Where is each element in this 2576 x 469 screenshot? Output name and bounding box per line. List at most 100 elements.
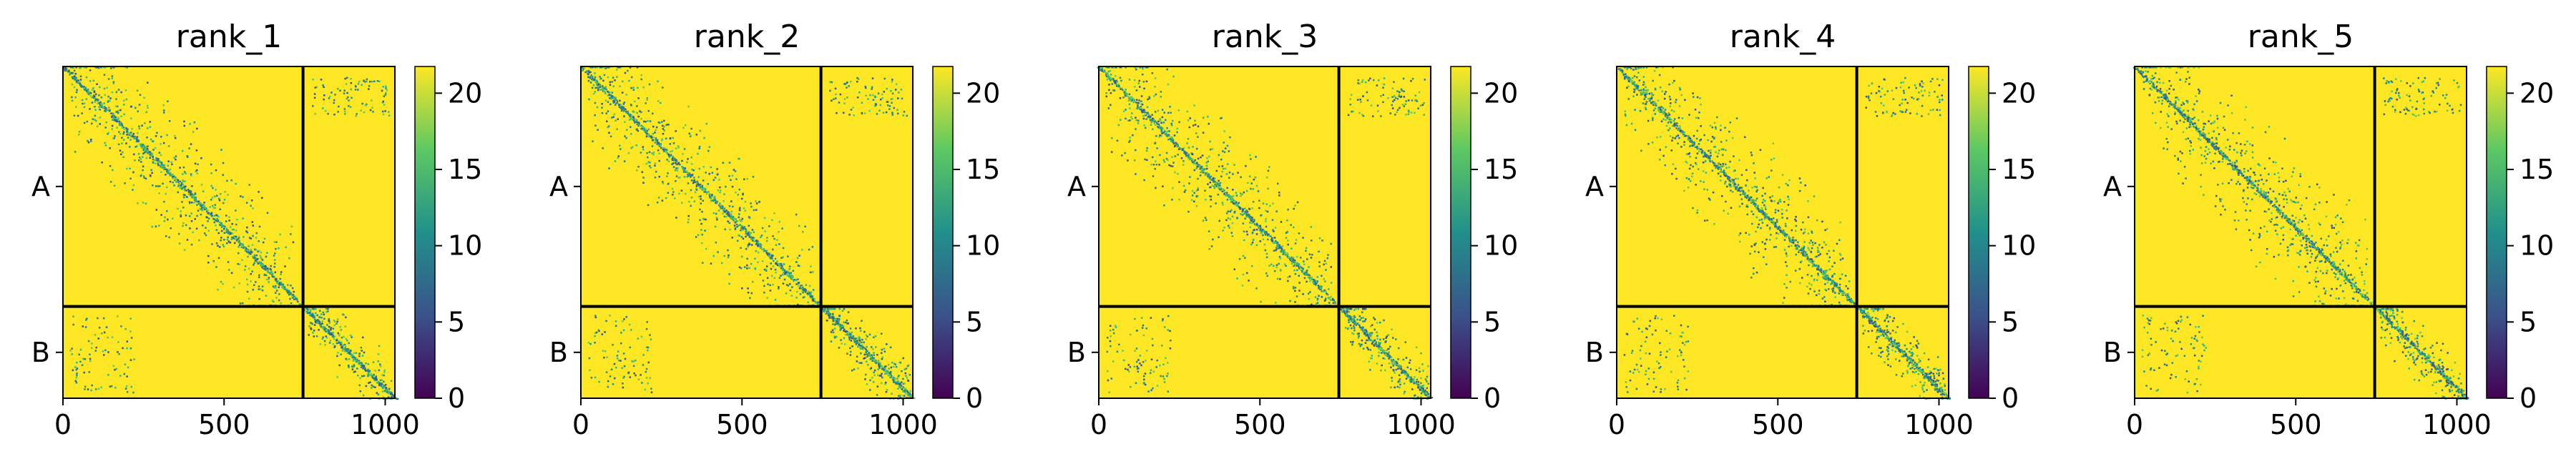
contact-cell xyxy=(641,127,643,130)
contact-cell xyxy=(1202,172,1204,174)
contact-cell xyxy=(662,119,665,122)
contact-cell xyxy=(103,354,105,356)
contact-cell xyxy=(1270,239,1273,241)
contact-cell xyxy=(159,185,161,187)
contact-cell xyxy=(354,89,357,91)
contact-cell xyxy=(770,256,773,259)
contact-cell xyxy=(152,158,155,161)
contact-cell xyxy=(833,335,836,338)
contact-cell xyxy=(780,265,783,267)
contact-cell xyxy=(876,113,878,115)
contact-cell xyxy=(598,86,600,88)
contact-cell xyxy=(383,380,385,383)
contact-cell xyxy=(639,110,641,112)
contact-cell xyxy=(172,217,174,219)
contact-cell xyxy=(71,71,73,74)
contact-cell xyxy=(785,271,788,274)
contact-cell xyxy=(860,345,862,347)
contact-cell xyxy=(682,153,684,155)
contact-cell xyxy=(655,126,658,129)
contact-cell xyxy=(189,227,191,229)
contact-cell xyxy=(215,218,217,221)
contact-cell xyxy=(182,187,185,189)
contact-cell xyxy=(631,360,633,362)
contact-cell xyxy=(869,379,871,382)
contact-cell xyxy=(691,173,694,176)
contact-cell xyxy=(891,376,893,378)
contact-cell xyxy=(1230,199,1232,201)
contact-cell xyxy=(268,269,270,271)
contact-cell xyxy=(1291,261,1293,263)
contact-cell xyxy=(336,322,338,325)
contact-cell xyxy=(878,365,881,367)
contact-cell xyxy=(858,342,860,345)
contact-cell xyxy=(312,313,314,315)
contact-cell xyxy=(622,103,625,105)
contact-cell xyxy=(382,85,384,88)
contact-cell xyxy=(353,352,356,355)
contact-cell xyxy=(609,315,611,317)
contact-cell xyxy=(117,341,119,343)
contact-cell xyxy=(753,237,755,240)
contact-cell xyxy=(333,320,336,322)
contact-cell xyxy=(123,129,125,131)
contact-cell xyxy=(368,88,370,90)
contact-cell xyxy=(280,283,283,286)
contact-cell xyxy=(754,267,756,270)
contact-cell xyxy=(778,265,780,267)
contact-cell xyxy=(748,267,750,270)
contact-cell xyxy=(826,320,828,322)
contact-cell xyxy=(768,255,770,257)
contact-cell xyxy=(635,169,638,172)
contact-cell xyxy=(1164,133,1166,136)
contact-cell xyxy=(885,111,888,114)
contact-cell xyxy=(376,378,378,380)
contact-cell xyxy=(846,97,848,99)
contact-cell xyxy=(765,240,768,242)
contact-cell xyxy=(208,213,210,215)
contact-cell xyxy=(860,352,862,355)
contact-cell xyxy=(898,92,900,94)
contact-cell xyxy=(690,175,692,177)
contact-cell xyxy=(810,291,813,294)
contact-cell xyxy=(265,295,268,297)
contact-cell xyxy=(111,112,113,114)
contact-cell xyxy=(315,86,318,89)
contact-cell xyxy=(649,334,651,336)
contact-cell xyxy=(768,254,770,257)
contact-cell xyxy=(388,111,390,113)
contact-cell xyxy=(592,140,594,142)
contact-cell xyxy=(345,337,348,340)
contact-cell xyxy=(838,322,840,325)
contact-cell xyxy=(260,251,263,254)
contact-cell xyxy=(629,115,631,117)
contact-cell xyxy=(169,173,171,175)
contact-cell xyxy=(323,94,325,97)
contact-cell xyxy=(629,66,632,69)
contact-cell xyxy=(321,322,323,325)
contact-cell xyxy=(889,372,892,375)
contact-cell xyxy=(604,67,607,69)
contact-cell xyxy=(593,79,595,82)
contact-cell xyxy=(269,267,272,270)
contact-cell xyxy=(114,135,116,137)
contact-cell xyxy=(1253,219,1255,222)
contact-cell xyxy=(613,362,616,365)
contact-cell xyxy=(151,152,153,154)
contact-cell xyxy=(280,271,283,273)
contact-cell xyxy=(338,341,341,344)
contact-cell xyxy=(704,191,707,193)
contact-cell xyxy=(908,395,910,397)
contact-cell xyxy=(123,372,126,375)
contact-cell xyxy=(1398,364,1400,366)
contact-cell xyxy=(723,209,725,212)
contact-cell xyxy=(129,317,132,320)
contact-cell xyxy=(235,235,237,238)
contact-cell xyxy=(1149,118,1151,120)
contact-cell xyxy=(386,89,388,92)
contact-cell xyxy=(778,277,781,280)
contact-cell xyxy=(100,106,102,108)
contact-cell xyxy=(200,184,203,186)
contact-cell xyxy=(844,83,847,86)
